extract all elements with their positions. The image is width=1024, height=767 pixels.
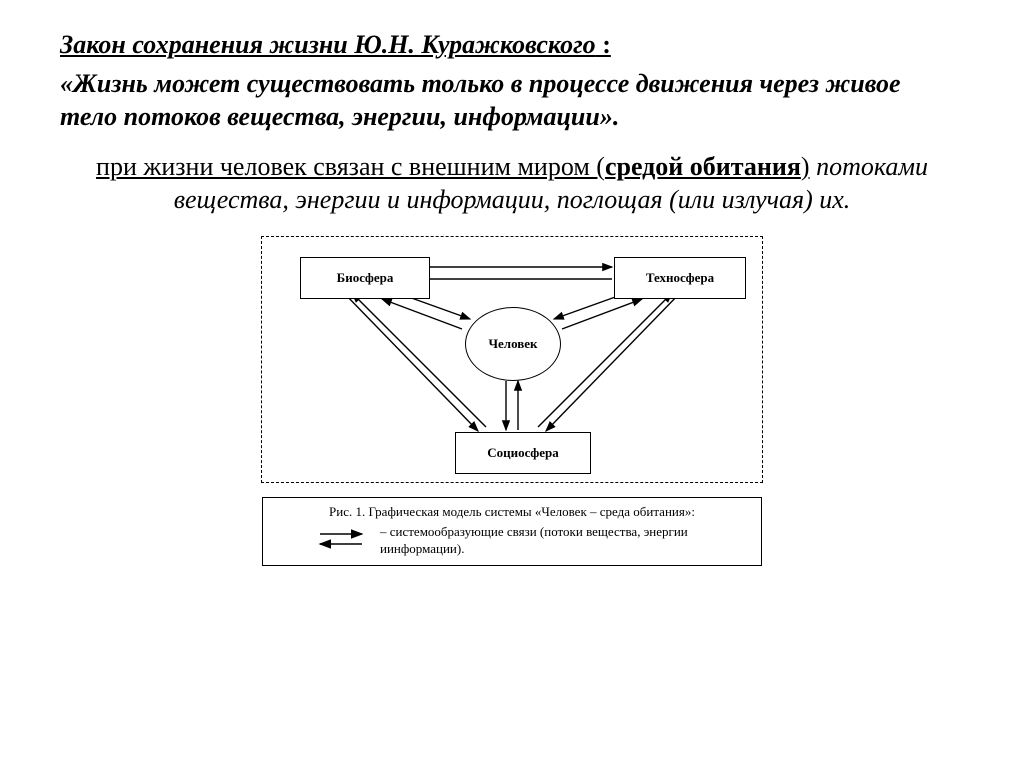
node-human: Человек [465,307,561,381]
node-human-label: Человек [488,336,537,352]
body-paragraph: при жизни человек связан с внешним миром… [70,151,954,216]
body-part3: ) [801,152,810,181]
body-part2: средой обитания [605,152,801,181]
body-part1: при жизни человек связан с внешним миром… [96,152,605,181]
node-sociosphere-label: Социосфера [487,445,558,461]
heading-colon: : [596,30,611,59]
law-heading: Закон сохранения жизни Ю.Н. Куражковског… [60,30,964,60]
node-technosphere: Техносфера [614,257,746,299]
caption-title: Рис. 1. Графическая модель системы «Чело… [277,504,747,520]
node-sociosphere: Социосфера [455,432,591,474]
legend-arrows-icon [314,526,368,552]
diagram-container: Биосфера Техносфера Человек Социосфера Р… [60,236,964,566]
caption-legend: – системообразующие связи (потоки вещест… [277,524,747,557]
node-biosphere: Биосфера [300,257,430,299]
node-biosphere-label: Биосфера [337,270,394,286]
diagram-box: Биосфера Техносфера Человек Социосфера [261,236,763,483]
law-quote: «Жизнь может существовать только в проце… [60,68,964,133]
caption-legend-text: – системообразующие связи (потоки вещест… [380,524,710,557]
diagram-caption: Рис. 1. Графическая модель системы «Чело… [262,497,762,566]
heading-text: Закон сохранения жизни Ю.Н. Куражковског… [60,30,596,59]
node-technosphere-label: Техносфера [646,270,714,286]
